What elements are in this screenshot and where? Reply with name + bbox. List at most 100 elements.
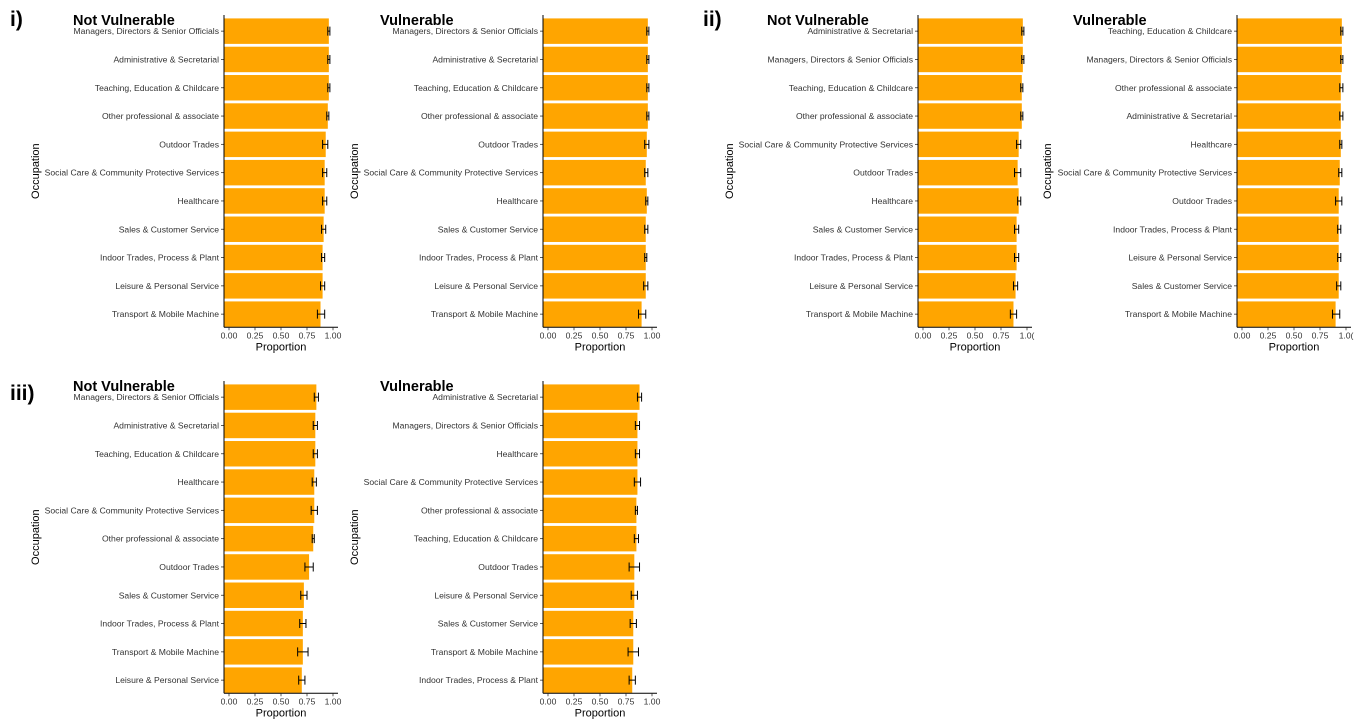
category-label: Leisure & Personal Service <box>115 675 219 685</box>
category-label: Outdoor Trades <box>478 139 538 149</box>
bar <box>918 18 1023 44</box>
y-axis-title: Occupation <box>724 143 736 199</box>
panel-label-ii: ii) <box>703 8 722 31</box>
bar <box>1237 216 1339 242</box>
error-bar <box>322 139 329 149</box>
category-label: Teaching, Education & Childcare <box>95 449 219 459</box>
x-tick-label: 0.25 <box>247 696 264 706</box>
category-label: Social Care & Community Protective Servi… <box>739 139 913 149</box>
x-tick-label: 0.00 <box>540 696 557 706</box>
error-bar <box>634 420 641 430</box>
error-bar <box>646 83 650 93</box>
bar <box>1237 159 1340 186</box>
error-bar <box>1016 139 1022 149</box>
y-axis-title: Occupation <box>30 509 42 565</box>
bar <box>543 384 640 410</box>
category-label: Administrative & Secretarial <box>432 54 538 64</box>
category-label: Transport & Mobile Machine <box>112 647 219 657</box>
bar <box>543 18 648 44</box>
x-axis-title: Proportion <box>950 341 1001 353</box>
x-tick-label: 0.25 <box>566 330 583 340</box>
bar <box>1237 18 1342 44</box>
error-bar <box>627 647 639 657</box>
bar <box>918 131 1019 158</box>
bar <box>1237 301 1336 327</box>
category-label: Social Care & Community Protective Servi… <box>45 168 219 178</box>
category-label: Transport & Mobile Machine <box>431 647 538 657</box>
bar <box>543 46 648 73</box>
error-bar <box>633 534 639 544</box>
bar <box>224 46 329 73</box>
error-bar <box>646 54 650 64</box>
error-bar <box>320 281 326 291</box>
x-tick-label: 1.00 <box>644 696 661 706</box>
category-label: Social Care & Community Protective Servi… <box>364 168 538 178</box>
error-bar <box>634 505 638 515</box>
category-label: Outdoor Trades <box>159 562 219 572</box>
bar <box>224 216 324 242</box>
error-bar <box>646 111 650 121</box>
category-label: Healthcare <box>871 196 913 206</box>
bar <box>918 301 1014 327</box>
category-label: Outdoor Trades <box>853 168 913 178</box>
error-bar <box>311 477 317 487</box>
category-label: Sales & Customer Service <box>813 224 914 234</box>
error-bar <box>637 309 647 319</box>
bar <box>224 469 315 495</box>
error-bar <box>630 590 638 600</box>
bar <box>224 441 316 467</box>
x-tick-label: 0.00 <box>221 696 238 706</box>
error-bar <box>644 253 648 263</box>
category-label: Transport & Mobile Machine <box>112 309 219 319</box>
bar <box>1237 244 1339 271</box>
category-label: Indoor Trades, Process & Plant <box>100 253 220 263</box>
bar <box>543 103 648 129</box>
bar <box>224 103 328 129</box>
error-bar <box>644 168 649 178</box>
bar <box>224 159 325 186</box>
error-bar <box>327 54 331 64</box>
error-bar <box>1337 224 1342 234</box>
error-bar <box>636 392 643 402</box>
x-tick-label: 0.00 <box>221 330 238 340</box>
bar <box>543 441 638 467</box>
error-bar <box>644 139 650 149</box>
category-label: Healthcare <box>496 196 538 206</box>
bar <box>543 273 646 299</box>
x-tick-label: 1.0( <box>1339 330 1354 340</box>
category-label: Healthcare <box>177 196 219 206</box>
bar <box>543 159 646 186</box>
x-axis-title: Proportion <box>575 707 626 719</box>
x-axis-title: Proportion <box>256 707 307 719</box>
error-bar <box>1014 253 1020 263</box>
error-bar <box>322 196 328 206</box>
error-bar <box>312 420 318 430</box>
category-label: Leisure & Personal Service <box>434 281 538 291</box>
category-label: Administrative & Secretarial <box>113 420 219 430</box>
error-bar <box>1338 168 1343 178</box>
bar <box>224 18 329 44</box>
bar <box>543 75 648 101</box>
bar <box>1237 75 1341 101</box>
bar <box>224 582 304 608</box>
error-bar <box>298 675 306 685</box>
error-bar <box>628 675 636 685</box>
category-label: Sales & Customer Service <box>438 224 539 234</box>
bar <box>224 273 323 299</box>
bar <box>543 244 646 271</box>
error-bar <box>310 505 318 515</box>
x-tick-label: 1.0( <box>1020 330 1035 340</box>
category-label: Administrative & Secretarial <box>432 392 538 402</box>
category-label: Outdoor Trades <box>478 562 538 572</box>
error-bar <box>313 392 319 402</box>
bar <box>543 497 637 524</box>
category-label: Outdoor Trades <box>159 139 219 149</box>
x-tick-label: 0.50 <box>1286 330 1303 340</box>
error-bar <box>322 168 328 178</box>
bar <box>224 497 315 524</box>
category-label: Healthcare <box>1190 139 1232 149</box>
x-tick-label: 0.50 <box>273 330 290 340</box>
error-bar <box>1336 281 1342 291</box>
